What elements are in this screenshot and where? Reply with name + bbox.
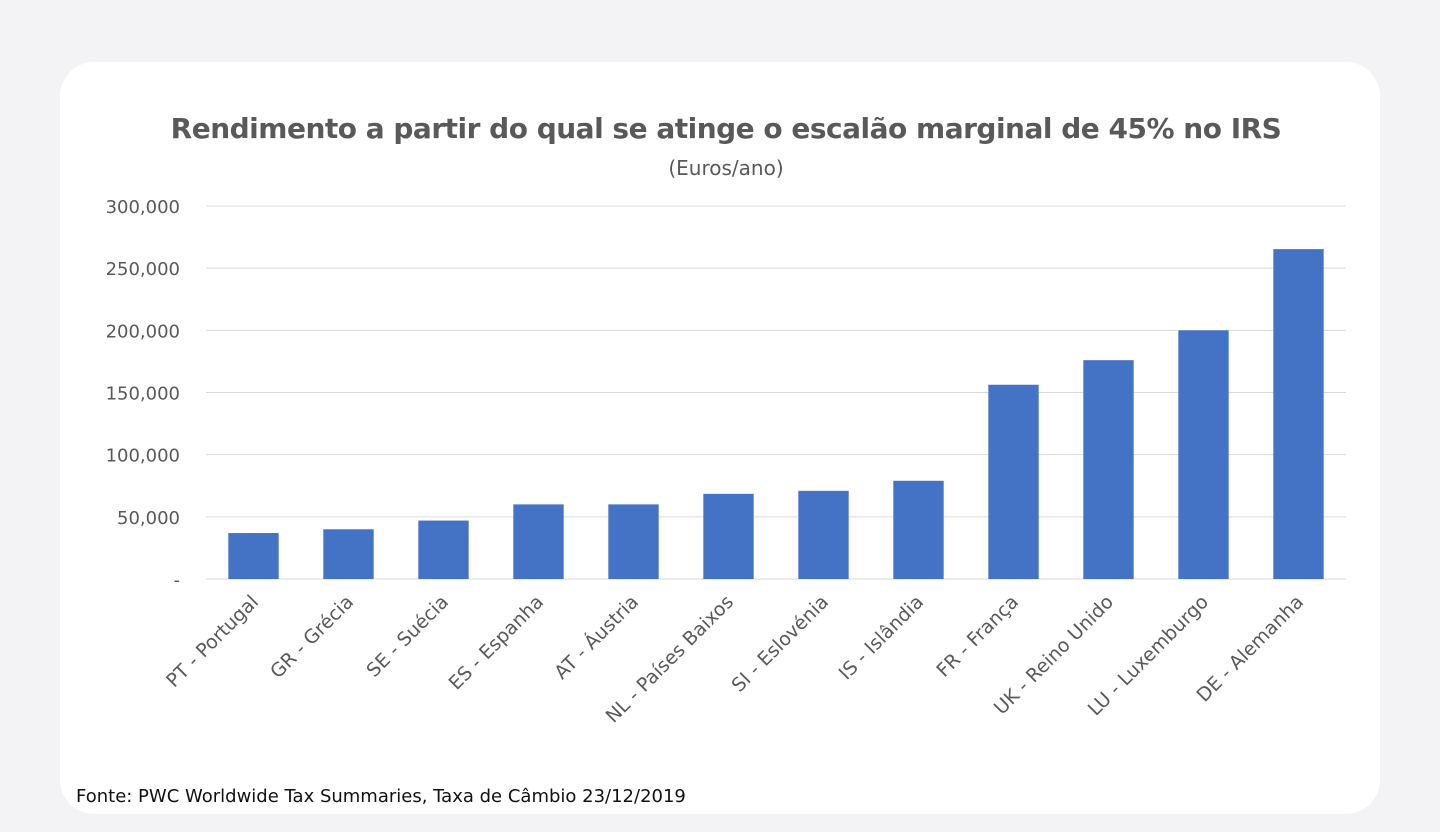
x-tick-label: GR - Grécia (266, 591, 358, 683)
bar (608, 504, 659, 579)
bar (323, 529, 374, 579)
bar (418, 520, 469, 579)
gridlines (206, 205, 1346, 580)
x-tick-label: IS - Islândia (835, 591, 928, 684)
x-tick-label: SE - Suécia (362, 591, 453, 682)
chart-subtitle: (Euros/ano) (668, 156, 784, 180)
bar (1178, 330, 1229, 579)
bars (228, 249, 1324, 580)
y-tick-label: 300,000 (106, 197, 180, 218)
x-tick-label: PT - Portugal (162, 591, 263, 692)
y-tick-label: 200,000 (106, 321, 180, 342)
bar (703, 493, 754, 579)
y-tick-label: 250,000 (106, 259, 180, 280)
chart-card (60, 62, 1380, 814)
chart-title: Rendimento a partir do qual se atinge o … (170, 112, 1282, 145)
y-tick-label: 150,000 (106, 384, 180, 405)
x-tick-label: AT - Áustria (550, 590, 643, 683)
y-tick-label: 100,000 (106, 446, 180, 467)
x-tick-label: ES - Espanha (445, 591, 548, 694)
bar (1273, 249, 1324, 580)
bar (228, 533, 279, 579)
y-tick-label: - (174, 570, 181, 591)
x-tick-label: FR - França (932, 591, 1023, 682)
bar (798, 490, 849, 579)
y-axis-tick-labels: - 50,000 100,000 150,000 200,000 250,000 300,0… (106, 197, 180, 591)
bar (513, 504, 564, 579)
bar (988, 384, 1039, 579)
bar (893, 480, 944, 579)
source-note: Fonte: PWC Worldwide Tax Summaries, Taxa… (76, 786, 686, 807)
y-tick-label: 50,000 (117, 508, 180, 529)
x-tick-label: SI - Eslovénia (727, 591, 833, 697)
bar (1083, 360, 1134, 579)
